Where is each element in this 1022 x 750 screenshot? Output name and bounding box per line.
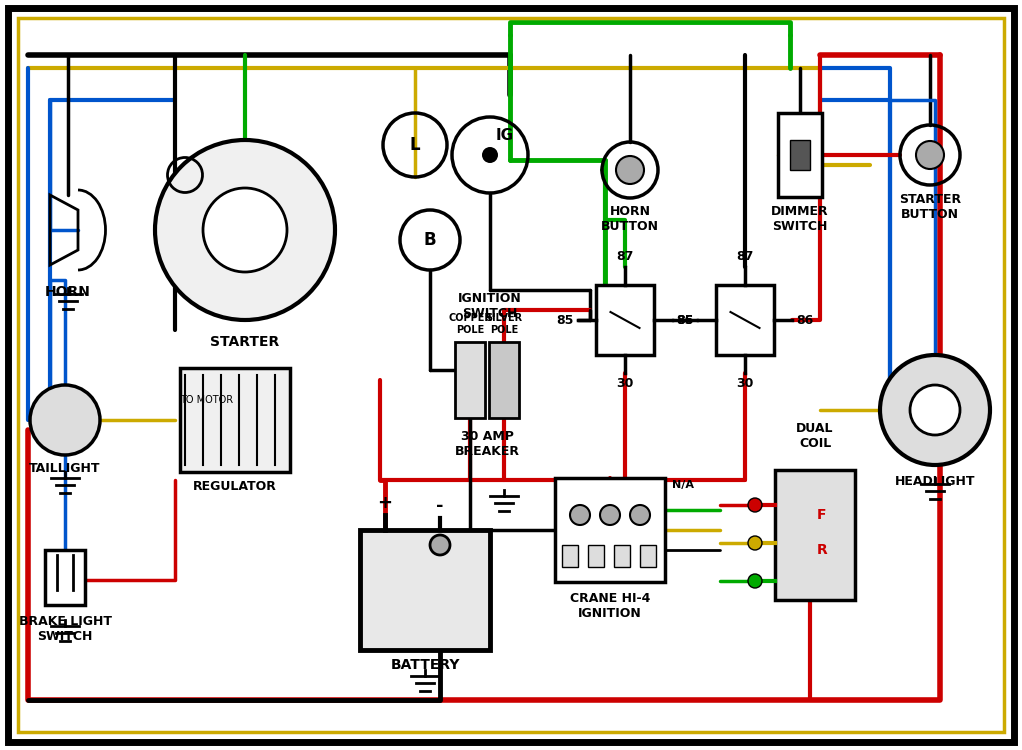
Circle shape — [880, 355, 990, 465]
Bar — [640, 545, 656, 567]
Circle shape — [570, 505, 590, 525]
Circle shape — [916, 141, 944, 169]
Text: TAILLIGHT: TAILLIGHT — [30, 462, 101, 475]
Bar — [775, 470, 855, 600]
Text: HORN: HORN — [45, 285, 91, 299]
Text: REGULATOR: REGULATOR — [193, 480, 277, 493]
Text: IGNITION
SWITCH: IGNITION SWITCH — [458, 292, 522, 320]
Text: STARTER
BUTTON: STARTER BUTTON — [899, 193, 961, 221]
Circle shape — [748, 574, 762, 588]
Text: STARTER: STARTER — [211, 335, 280, 349]
Text: 85: 85 — [557, 314, 574, 326]
Text: +: + — [377, 494, 392, 512]
Text: DIMMER
SWITCH: DIMMER SWITCH — [772, 205, 829, 233]
Circle shape — [30, 385, 100, 455]
Text: IG: IG — [496, 128, 514, 142]
Circle shape — [482, 147, 498, 163]
Bar — [45, 550, 85, 605]
Text: N/A: N/A — [672, 480, 694, 490]
Text: DUAL
COIL: DUAL COIL — [796, 422, 834, 450]
Bar — [778, 113, 822, 197]
Bar — [562, 545, 578, 567]
Circle shape — [748, 498, 762, 512]
Circle shape — [203, 188, 287, 272]
Text: R: R — [817, 543, 828, 557]
Text: 30 AMP
BREAKER: 30 AMP BREAKER — [455, 430, 519, 458]
Bar — [596, 285, 654, 355]
Bar — [455, 342, 485, 418]
Circle shape — [600, 505, 620, 525]
Text: HEADLIGHT: HEADLIGHT — [894, 475, 975, 488]
Bar — [180, 368, 290, 472]
Text: 87: 87 — [616, 250, 634, 263]
Text: BATTERY: BATTERY — [390, 658, 460, 672]
Text: SILVER
POLE: SILVER POLE — [485, 314, 522, 335]
Text: 86: 86 — [796, 314, 814, 326]
Text: 87: 87 — [736, 250, 753, 263]
Circle shape — [430, 535, 450, 555]
Bar — [489, 342, 519, 418]
Text: COPPER
POLE: COPPER POLE — [448, 314, 492, 335]
Circle shape — [616, 156, 644, 184]
Bar — [614, 545, 630, 567]
Bar — [588, 545, 604, 567]
Bar — [790, 140, 810, 170]
Text: L: L — [410, 136, 420, 154]
Circle shape — [630, 505, 650, 525]
Text: 30: 30 — [616, 377, 634, 390]
Circle shape — [155, 140, 335, 320]
Bar — [716, 285, 774, 355]
Circle shape — [910, 385, 960, 435]
Text: 30: 30 — [736, 377, 753, 390]
Text: CRANE HI-4
IGNITION: CRANE HI-4 IGNITION — [570, 592, 650, 620]
Bar — [555, 478, 665, 582]
Text: F: F — [818, 508, 827, 522]
Circle shape — [748, 536, 762, 550]
Text: B: B — [424, 231, 436, 249]
Text: -: - — [436, 497, 444, 515]
Text: TO MOTOR: TO MOTOR — [180, 395, 233, 405]
Text: 85: 85 — [677, 314, 694, 326]
Text: BRAKE LIGHT
SWITCH: BRAKE LIGHT SWITCH — [18, 615, 111, 643]
Bar — [360, 530, 490, 650]
Text: HORN
BUTTON: HORN BUTTON — [601, 205, 659, 233]
Text: 86: 86 — [676, 314, 693, 326]
